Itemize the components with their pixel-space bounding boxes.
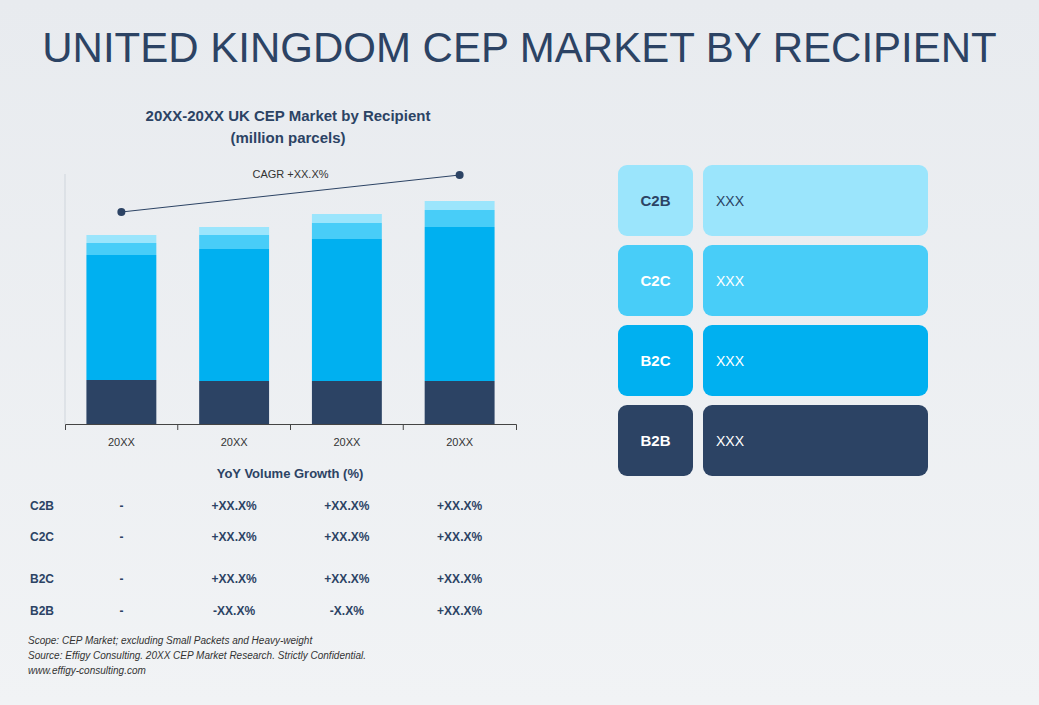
table-cell: +XX.X% bbox=[437, 604, 482, 618]
legend: C2B XXX C2C XXX B2C XXX B2B XXX bbox=[618, 165, 928, 476]
chart-subtitle: (million parcels) bbox=[230, 129, 345, 146]
bar-segment bbox=[425, 210, 495, 227]
legend-label: B2B bbox=[640, 432, 670, 449]
legend-description: XXX bbox=[716, 353, 745, 369]
table-cell: -X.X% bbox=[330, 604, 364, 618]
bar-segment bbox=[312, 239, 382, 381]
y-axis-line bbox=[65, 174, 66, 424]
bar-segment bbox=[86, 255, 156, 380]
table-cell: - bbox=[119, 572, 123, 586]
category-separator bbox=[290, 424, 291, 430]
x-axis-line bbox=[66, 425, 517, 431]
bar-segment bbox=[312, 223, 382, 239]
bar-segment bbox=[425, 381, 495, 424]
legend-description: XXX bbox=[716, 433, 745, 449]
table-cell: - bbox=[119, 530, 123, 544]
table-cell: -XX.X% bbox=[213, 604, 255, 618]
legend-swatch bbox=[618, 245, 693, 316]
legend-box bbox=[703, 165, 928, 236]
table-row-label: C2B bbox=[30, 499, 54, 513]
bar-segment bbox=[199, 227, 269, 235]
legend-label: C2B bbox=[640, 192, 670, 209]
bar-segment bbox=[312, 381, 382, 424]
legend-swatch bbox=[618, 325, 693, 396]
table-cell: +XX.X% bbox=[324, 499, 369, 513]
page: UNITED KINGDOM CEP MARKET BY RECIPIENT 20… bbox=[0, 0, 1039, 705]
legend-description: XXX bbox=[716, 193, 745, 209]
x-tick-label: 20XX bbox=[108, 436, 136, 448]
legend-swatch bbox=[618, 405, 693, 476]
table-row-label: B2B bbox=[30, 604, 54, 618]
x-tick-label: 20XX bbox=[446, 436, 474, 448]
bar-segment bbox=[312, 214, 382, 223]
cagr-dot bbox=[117, 208, 125, 216]
table-title: YoY Volume Growth (%) bbox=[217, 466, 364, 481]
bar-segment bbox=[86, 235, 156, 243]
table-cell: +XX.X% bbox=[212, 499, 257, 513]
legend-box bbox=[703, 405, 928, 476]
category-separator bbox=[403, 424, 404, 430]
bar-segment bbox=[86, 243, 156, 255]
table-cell: - bbox=[119, 604, 123, 618]
legend-box bbox=[703, 245, 928, 316]
x-tick: 20XX bbox=[221, 424, 249, 448]
footnote: Scope: CEP Market; excluding Small Packe… bbox=[28, 635, 313, 646]
category-separator bbox=[177, 424, 178, 430]
table-cell: +XX.X% bbox=[212, 530, 257, 544]
cagr-line bbox=[121, 175, 459, 212]
legend-label: B2C bbox=[640, 352, 670, 369]
legend-box bbox=[703, 325, 928, 396]
bar-segment bbox=[86, 380, 156, 424]
cagr-label: CAGR +XX.X% bbox=[252, 168, 328, 180]
page-title: UNITED KINGDOM CEP MARKET BY RECIPIENT bbox=[42, 24, 997, 71]
bar-segment bbox=[425, 227, 495, 381]
x-tick: 20XX bbox=[446, 424, 474, 448]
legend-swatch bbox=[618, 165, 693, 236]
x-tick: 20XX bbox=[108, 424, 136, 448]
chart-title: 20XX-20XX UK CEP Market by Recipient bbox=[146, 107, 431, 124]
table-cell: +XX.X% bbox=[324, 572, 369, 586]
bar-segment bbox=[199, 249, 269, 381]
x-tick-label: 20XX bbox=[333, 436, 361, 448]
cagr-dot bbox=[456, 171, 464, 179]
footnote: www.effigy-consulting.com bbox=[28, 665, 146, 676]
table-cell: +XX.X% bbox=[437, 530, 482, 544]
table-cell: +XX.X% bbox=[437, 499, 482, 513]
x-axis: 20XX 20XX 20XX 20XX bbox=[66, 424, 517, 448]
x-tick-label: 20XX bbox=[221, 436, 249, 448]
table-cell: +XX.X% bbox=[437, 572, 482, 586]
bars bbox=[86, 201, 494, 424]
bar-segment bbox=[199, 235, 269, 249]
background bbox=[0, 0, 1039, 705]
bar-segment bbox=[425, 201, 495, 210]
legend-description: XXX bbox=[716, 273, 745, 289]
footnote: Source: Effigy Consulting. 20XX CEP Mark… bbox=[28, 650, 366, 661]
table-row-label: B2C bbox=[30, 572, 54, 586]
table-row-label: C2C bbox=[30, 530, 54, 544]
x-tick: 20XX bbox=[333, 424, 361, 448]
bar-segment bbox=[199, 381, 269, 424]
table-cell: +XX.X% bbox=[324, 530, 369, 544]
legend-label: C2C bbox=[640, 272, 670, 289]
table-cell: +XX.X% bbox=[212, 572, 257, 586]
table-cell: - bbox=[119, 499, 123, 513]
